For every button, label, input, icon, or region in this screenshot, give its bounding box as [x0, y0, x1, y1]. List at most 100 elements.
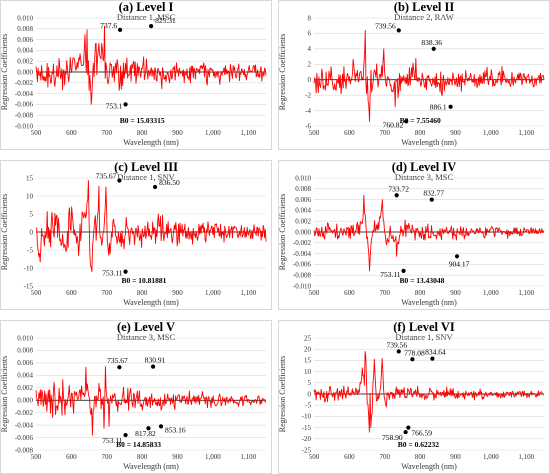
x-tick-label: 800 — [137, 129, 148, 137]
y-tick-label: 0.002 — [17, 58, 33, 66]
y-tick-label: 15 — [26, 174, 34, 182]
y-tick-label: 0.002 — [17, 384, 33, 392]
y-tick-label: 10 — [26, 192, 34, 200]
y-tick-label: -0.006 — [15, 101, 34, 109]
y-tick-label: -4 — [305, 107, 311, 115]
peak-label: 753.1 — [106, 101, 123, 110]
peak-label: 758.90 — [382, 433, 403, 442]
x-tick-label: 500 — [31, 129, 42, 137]
y-tick-label: 0 — [308, 76, 312, 84]
panel-title: (e) Level V — [117, 320, 175, 334]
y-tick-label: -0.010 — [293, 282, 312, 290]
x-tick-label: 500 — [309, 289, 320, 297]
y-tick-label: -15 — [24, 282, 34, 290]
peak-label: 753.11 — [102, 436, 123, 445]
peak-label: 853.16 — [165, 425, 186, 434]
peak-label: 735.67 — [96, 172, 117, 181]
panel-subtitle: Distance 3, MSC — [395, 172, 454, 182]
y-tick-label: -0.008 — [15, 112, 34, 120]
x-tick-label: 600 — [344, 129, 355, 137]
y-tick-label: -10 — [24, 264, 34, 272]
x-tick-label: 1,100 — [240, 129, 256, 137]
panel-subtitle: Distance 1, SNV — [395, 332, 453, 342]
y-axis-label: Regression Coefficients — [0, 34, 9, 111]
x-tick-label: 700 — [380, 453, 391, 461]
x-tick-label: 700 — [380, 129, 391, 137]
y-tick-label: 10 — [304, 368, 312, 376]
x-tick-label: 800 — [415, 453, 426, 461]
y-tick-label: 0.006 — [295, 196, 311, 204]
y-tick-label: 2 — [308, 61, 312, 69]
peak-label: 834.64 — [425, 348, 446, 357]
peak-marker — [396, 28, 401, 33]
peak-marker — [448, 104, 453, 109]
x-tick-label: 900 — [450, 129, 461, 137]
x-tick-label: 900 — [450, 453, 461, 461]
y-tick-label: 0 — [30, 228, 34, 236]
y-tick-label: 0 — [308, 390, 312, 398]
x-tick-label: 500 — [309, 453, 320, 461]
x-tick-label: 1,000 — [205, 453, 221, 461]
y-tick-label: 15 — [304, 357, 312, 365]
y-tick-label: 6 — [308, 30, 312, 38]
y-tick-label: 0.000 — [17, 68, 33, 76]
y-tick-label: 0.010 — [17, 334, 33, 342]
y-axis-label: Regression Coefficients — [278, 356, 287, 433]
y-tick-label: 0.006 — [17, 36, 33, 44]
y-tick-label: 5 — [308, 379, 312, 387]
panel-frame — [278, 160, 550, 310]
x-tick-label: 900 — [172, 289, 183, 297]
y-axis-label: Regression Coefficients — [278, 34, 287, 111]
peak-label: 817.82 — [135, 429, 156, 438]
peak-label: 735.67 — [107, 356, 128, 365]
intercept-label: B0 = 15.03315 — [120, 116, 165, 125]
panel-subtitle: Distance 3, MSC — [117, 332, 176, 342]
x-axis-label: Wavelength (nm) — [401, 298, 457, 307]
y-tick-label: -10 — [302, 413, 312, 421]
y-tick-label: -0.006 — [293, 261, 312, 269]
x-tick-label: 600 — [66, 129, 77, 137]
x-tick-label: 700 — [102, 289, 113, 297]
y-tick-label: -6 — [305, 122, 311, 130]
peak-label: 753.11 — [380, 270, 401, 279]
x-tick-label: 1,100 — [518, 453, 534, 461]
y-tick-label: -25 — [302, 446, 312, 454]
series-line — [35, 366, 266, 436]
peak-label: 737.6 — [100, 21, 117, 30]
y-tick-label: -0.008 — [15, 446, 34, 454]
y-tick-label: -0.004 — [15, 90, 34, 98]
peak-label: 836.50 — [159, 178, 180, 187]
peak-marker — [431, 46, 436, 51]
x-tick-label: 1,000 — [205, 289, 221, 297]
x-tick-label: 1,000 — [205, 129, 221, 137]
peak-marker — [117, 27, 123, 32]
peak-marker — [404, 119, 409, 124]
series-line — [35, 25, 267, 105]
y-tick-label: 0.008 — [17, 347, 33, 355]
peak-marker — [430, 356, 435, 361]
peak-marker — [410, 357, 415, 362]
y-tick-label: -0.002 — [15, 409, 34, 417]
series-line — [35, 180, 267, 273]
y-tick-label: -0.002 — [15, 79, 34, 87]
peak-label: 760.82 — [383, 120, 404, 129]
y-tick-label: 0.004 — [295, 207, 311, 215]
peak-label: 778.08 — [404, 348, 425, 357]
y-tick-label: -5 — [27, 246, 33, 254]
peak-label: 830.91 — [145, 356, 166, 365]
x-axis-label: Wavelength (nm) — [123, 138, 179, 147]
peak-label: 832.77 — [423, 189, 444, 198]
y-tick-label: -0.010 — [15, 122, 34, 130]
x-axis-label: Wavelength (nm) — [123, 298, 179, 307]
x-tick-label: 800 — [137, 453, 148, 461]
x-tick-label: 600 — [344, 453, 355, 461]
y-axis-label: Regression Coefficients — [0, 356, 9, 433]
peak-label: 886.1 — [430, 103, 447, 112]
x-tick-label: 800 — [415, 129, 426, 137]
peak-marker — [146, 426, 151, 431]
peak-marker — [158, 424, 164, 429]
